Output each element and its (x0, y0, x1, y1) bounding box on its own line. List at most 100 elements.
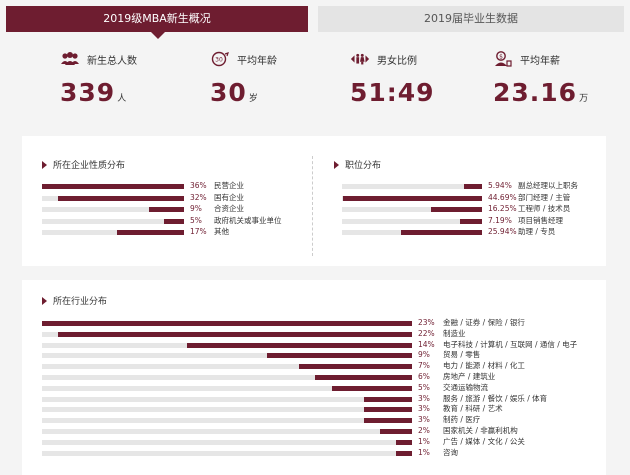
bar-value-label: 1% (418, 447, 430, 457)
bar-category-label: 项目销售经理 (518, 215, 563, 225)
bar (299, 364, 412, 370)
enterprise-section-title: 所在企业性质分布 (42, 158, 125, 171)
bar-track (42, 418, 412, 424)
bar-row: 25.94% 助理 / 专员 (342, 227, 612, 237)
bar-track (42, 396, 412, 402)
bar-category-label: 交通运输物流 (443, 382, 488, 392)
bar-category-label: 电子科技 / 计算机 / 互联网 / 通信 / 电子 (443, 339, 578, 349)
bar (267, 353, 412, 359)
bar (57, 195, 184, 201)
bar-value-label: 3% (418, 404, 430, 414)
bar-value-label: 9% (418, 350, 430, 360)
section-title-text: 所在企业性质分布 (53, 161, 126, 171)
bar-category-label: 金融 / 证券 / 保险 / 银行 (443, 318, 525, 327)
bar-value-label: 9% (190, 204, 202, 213)
bar-row: 5% 交通运输物流 (42, 383, 602, 393)
bar-row: 14% 电子科技 / 计算机 / 互联网 / 通信 / 电子 (42, 340, 602, 350)
bar-value-label: 44.69% (488, 192, 517, 202)
bar-category-label: 民营企业 (214, 181, 244, 190)
bar-row: 5% 政府机关或事业单位 (42, 216, 318, 226)
bar-value-label: 6% (418, 372, 430, 381)
bar-row: 3% 教育 / 科研 / 艺术 (42, 404, 602, 414)
bar (463, 184, 482, 189)
bar (42, 184, 184, 189)
bar-value-label: 23% (418, 318, 435, 327)
bar-category-label: 咨询 (443, 447, 458, 457)
bar-track (42, 439, 412, 445)
bar-track (42, 184, 184, 189)
bar-category-label: 助理 / 专员 (518, 227, 556, 236)
bar (116, 230, 184, 235)
bar-row: 1% 咨询 (42, 448, 602, 458)
stat-gender-ratio: 男女比例 51:49 (350, 50, 490, 107)
bar-value-label: 5% (418, 382, 430, 392)
stat-unit: 岁 (248, 94, 258, 104)
bar-track (342, 184, 482, 189)
bar-track (42, 207, 184, 212)
bar-row: 44.69% 部门经理 / 主管 (342, 193, 612, 203)
bar (401, 230, 482, 235)
bar-row: 2% 国家机关 / 非赢利机构 (42, 426, 602, 436)
industry-panel: 所在行业分布 23% 金融 / 证券 / 保险 / 银行 22% 制造业 14% 电子科技… (22, 280, 606, 475)
bar-track (42, 230, 184, 235)
bar-row: 16.25% 工程师 / 技术员 (342, 204, 612, 214)
bar-track (42, 364, 412, 370)
bar-value-label: 5% (190, 215, 202, 225)
bar-category-label: 教育 / 科研 / 艺术 (443, 404, 503, 414)
stats-row: 新生总人数 339 人 30 平均年龄 30 岁 男女比例 51:49 (0, 50, 630, 120)
bar-track (42, 195, 184, 201)
position-section-title: 职位分布 (334, 158, 381, 171)
stat-total-students: 新生总人数 339 人 (60, 50, 200, 107)
bar-category-label: 合资企业 (214, 204, 244, 213)
bar-value-label: 2% (418, 426, 430, 435)
bar-row: 23% 金融 / 证券 / 保险 / 银行 (42, 318, 602, 328)
bar-track (42, 385, 412, 391)
bar (363, 396, 412, 402)
bar-value-label: 16.25% (488, 204, 517, 213)
bar-track (42, 331, 412, 337)
bar-category-label: 副总经理以上职务 (518, 181, 578, 190)
bar-value-label: 7% (418, 361, 430, 371)
bar-value-label: 17% (190, 227, 207, 236)
bar-row: 32% 国有企业 (42, 193, 318, 203)
bar-track (42, 342, 412, 348)
stat-value: 339 (60, 78, 116, 107)
bar-row: 6% 房地产 / 建筑业 (42, 372, 602, 382)
bar-value-label: 32% (190, 192, 207, 202)
stat-value: 51:49 (350, 78, 435, 107)
industry-section-title: 所在行业分布 (42, 294, 107, 307)
bar-value-label: 36% (190, 181, 207, 190)
bar-row: 9% 合资企业 (42, 204, 318, 214)
gender-ratio-icon (350, 53, 370, 65)
bar-track (342, 218, 482, 224)
bar-track (342, 195, 482, 201)
tab-2019-mba-new-students[interactable]: 2019级MBA新生概况 (6, 6, 308, 39)
triangle-marker-icon (42, 160, 47, 169)
bar (363, 418, 412, 424)
stat-value: 30 (210, 78, 247, 107)
bar-row: 5.94% 副总经理以上职务 (342, 181, 612, 191)
bar-row: 3% 服务 / 旅游 / 餐饮 / 娱乐 / 体育 (42, 394, 602, 404)
bar-row: 36% 民营企业 (42, 181, 318, 191)
bar-category-label: 国有企业 (214, 192, 244, 202)
stat-label: 男女比例 (377, 55, 417, 67)
bar-track (42, 353, 412, 359)
tab-bar: 2019级MBA新生概况 2019届毕业生数据 (6, 6, 624, 39)
stat-unit: 人 (117, 94, 127, 104)
bar (431, 207, 482, 212)
bar-category-label: 部门经理 / 主管 (518, 192, 571, 202)
bar (148, 207, 184, 212)
bar-row: 7% 电力 / 能源 / 材料 / 化工 (42, 361, 602, 371)
bar-category-label: 房地产 / 建筑业 (443, 372, 496, 381)
bar-category-label: 政府机关或事业单位 (214, 215, 282, 225)
bar (395, 439, 412, 445)
bar-track (42, 375, 412, 380)
bar (164, 218, 184, 224)
bar (363, 407, 412, 413)
tab-2019-graduates-data[interactable]: 2019届毕业生数据 (318, 6, 624, 32)
bar (186, 342, 412, 348)
bar-category-label: 制造业 (443, 328, 466, 338)
bar-category-label: 工程师 / 技术员 (518, 204, 571, 213)
section-title-text: 所在行业分布 (53, 297, 108, 307)
bar-track (342, 207, 482, 212)
